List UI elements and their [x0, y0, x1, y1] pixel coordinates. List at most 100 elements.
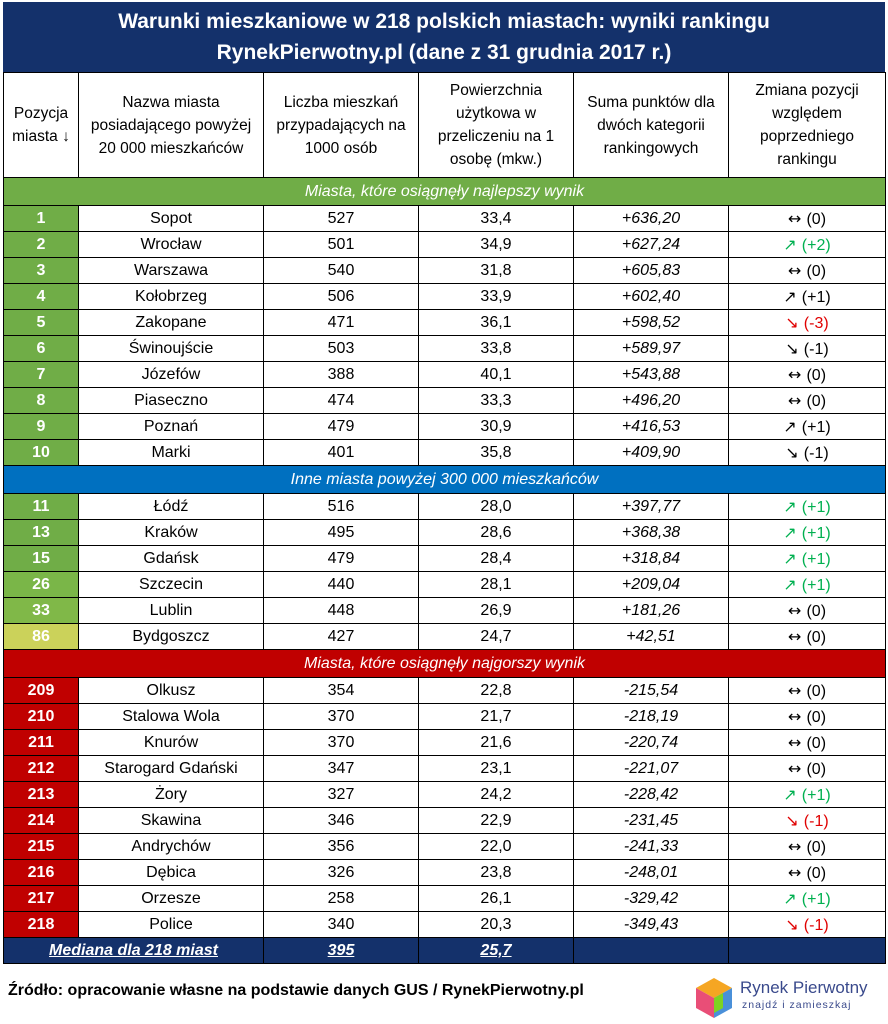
city-cell: Dębica	[78, 859, 264, 886]
change-cell: ↘ (-1)	[728, 807, 886, 834]
table-row: 8 Piaseczno 474 33,3 +496,20 ↔ (0)	[3, 387, 886, 414]
section-label: Miasta, które osiągnęły najlepszy wynik	[3, 177, 886, 206]
points-cell: +627,24	[573, 231, 729, 258]
table-row: 7 Józefów 388 40,1 +543,88 ↔ (0)	[3, 361, 886, 388]
city-cell: Stalowa Wola	[78, 703, 264, 730]
change-value: (0)	[806, 262, 827, 280]
city-cell: Poznań	[78, 413, 264, 440]
area-cell: 22,0	[418, 833, 574, 860]
flats-cell: 495	[263, 519, 419, 546]
change-cell: ↗ (+1)	[728, 571, 886, 598]
flats-cell: 448	[263, 597, 419, 624]
city-cell: Andrychów	[78, 833, 264, 860]
arrow-both-icon: ↔	[787, 626, 807, 646]
flats-cell: 427	[263, 623, 419, 650]
title-line-1: Warunki mieszkaniowe w 218 polskich mias…	[118, 10, 770, 33]
flats-cell: 326	[263, 859, 419, 886]
header-city: Nazwa miasta posiadającego powyżej 20 00…	[78, 72, 264, 178]
area-cell: 33,3	[418, 387, 574, 414]
flats-cell: 527	[263, 205, 419, 232]
median-label: Mediana dla 218 miast	[3, 937, 264, 964]
position-cell: 33	[3, 597, 79, 624]
table-row: 214 Skawina 346 22,9 -231,45 ↘ (-1)	[3, 807, 886, 834]
points-cell: +589,97	[573, 335, 729, 362]
city-cell: Orzesze	[78, 885, 264, 912]
city-cell: Skawina	[78, 807, 264, 834]
position-cell: 10	[3, 439, 79, 466]
area-cell: 23,1	[418, 755, 574, 782]
change-value: (0)	[806, 708, 827, 726]
logo-name: Rynek Pierwotny	[740, 978, 868, 997]
points-cell: +209,04	[573, 571, 729, 598]
change-cell: ↔ (0)	[728, 597, 886, 624]
section-header-worst: Miasta, które osiągnęły najgorszy wynik	[3, 649, 886, 678]
position-cell: 4	[3, 283, 79, 310]
change-value: (+1)	[801, 524, 831, 542]
flats-cell: 258	[263, 885, 419, 912]
table-row: 3 Warszawa 540 31,8 +605,83 ↔ (0)	[3, 257, 886, 284]
city-cell: Olkusz	[78, 677, 264, 704]
table-row: 215 Andrychów 356 22,0 -241,33 ↔ (0)	[3, 833, 886, 860]
arrow-down-icon: ↘	[785, 810, 804, 830]
change-value: (0)	[806, 628, 827, 646]
position-cell: 209	[3, 677, 79, 704]
arrow-up-icon: ↗	[783, 784, 802, 804]
position-cell: 211	[3, 729, 79, 756]
change-cell: ↗ (+1)	[728, 885, 886, 912]
area-cell: 31,8	[418, 257, 574, 284]
change-value: (0)	[806, 366, 827, 384]
flats-cell: 440	[263, 571, 419, 598]
area-cell: 24,2	[418, 781, 574, 808]
table-row: 9 Poznań 479 30,9 +416,53 ↗ (+1)	[3, 413, 886, 440]
area-cell: 33,4	[418, 205, 574, 232]
median-empty	[728, 937, 886, 964]
position-cell: 217	[3, 885, 79, 912]
position-cell: 213	[3, 781, 79, 808]
flats-cell: 516	[263, 493, 419, 520]
points-cell: +602,40	[573, 283, 729, 310]
flats-cell: 327	[263, 781, 419, 808]
arrow-both-icon: ↔	[787, 732, 807, 752]
arrow-both-icon: ↔	[787, 680, 807, 700]
area-cell: 28,4	[418, 545, 574, 572]
header-flats: Liczba mieszkań przypadających na 1000 o…	[263, 72, 419, 178]
flats-cell: 370	[263, 729, 419, 756]
city-cell: Piaseczno	[78, 387, 264, 414]
change-cell: ↔ (0)	[728, 205, 886, 232]
city-cell: Zakopane	[78, 309, 264, 336]
position-cell: 218	[3, 911, 79, 938]
change-cell: ↗ (+1)	[728, 413, 886, 440]
section-label: Miasta, które osiągnęły najgorszy wynik	[3, 649, 886, 678]
points-cell: +181,26	[573, 597, 729, 624]
arrow-down-icon: ↘	[785, 442, 804, 462]
change-cell: ↗ (+1)	[728, 283, 886, 310]
flats-cell: 540	[263, 257, 419, 284]
position-cell: 11	[3, 493, 79, 520]
points-cell: +636,20	[573, 205, 729, 232]
points-cell: +598,52	[573, 309, 729, 336]
change-cell: ↔ (0)	[728, 755, 886, 782]
points-cell: -231,45	[573, 807, 729, 834]
table-row: 2 Wrocław 501 34,9 +627,24 ↗ (+2)	[3, 231, 886, 258]
position-cell: 7	[3, 361, 79, 388]
header-change: Zmiana pozycji względem poprzedniego ran…	[728, 72, 886, 178]
position-cell: 15	[3, 545, 79, 572]
section-label: Inne miasta powyżej 300 000 mieszkańców	[3, 465, 886, 494]
flats-cell: 347	[263, 755, 419, 782]
area-cell: 21,7	[418, 703, 574, 730]
change-value: (0)	[806, 760, 827, 778]
arrow-down-icon: ↘	[785, 312, 804, 332]
area-cell: 26,9	[418, 597, 574, 624]
flats-cell: 346	[263, 807, 419, 834]
table-row: 210 Stalowa Wola 370 21,7 -218,19 ↔ (0)	[3, 703, 886, 730]
points-cell: +605,83	[573, 257, 729, 284]
change-value: (+1)	[801, 550, 831, 568]
header-points: Suma punktów dla dwóch kategorii ranking…	[573, 72, 729, 178]
change-cell: ↔ (0)	[728, 387, 886, 414]
flats-cell: 370	[263, 703, 419, 730]
arrow-up-icon: ↗	[783, 234, 802, 254]
position-cell: 5	[3, 309, 79, 336]
points-cell: -329,42	[573, 885, 729, 912]
points-cell: -218,19	[573, 703, 729, 730]
change-value: (0)	[806, 682, 827, 700]
